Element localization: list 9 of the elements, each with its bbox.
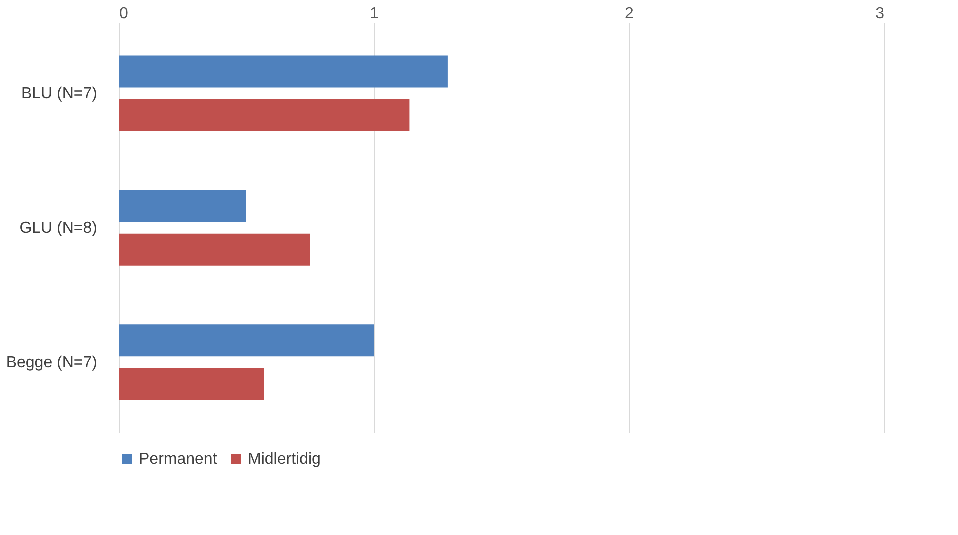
x-tick-label: 1 bbox=[370, 6, 380, 22]
y-tick-label: Begge (N=7) bbox=[6, 354, 98, 372]
y-tick-label: BLU (N=7) bbox=[21, 86, 98, 103]
x-tick-label: 3 bbox=[876, 6, 885, 22]
legend-label: Midlertidig bbox=[248, 451, 321, 468]
y-tick-label: GLU (N=8) bbox=[20, 220, 98, 237]
legend-label: Permanent bbox=[139, 451, 218, 468]
x-tick-label: 0 bbox=[120, 6, 128, 22]
x-tick-label: 2 bbox=[625, 6, 634, 22]
